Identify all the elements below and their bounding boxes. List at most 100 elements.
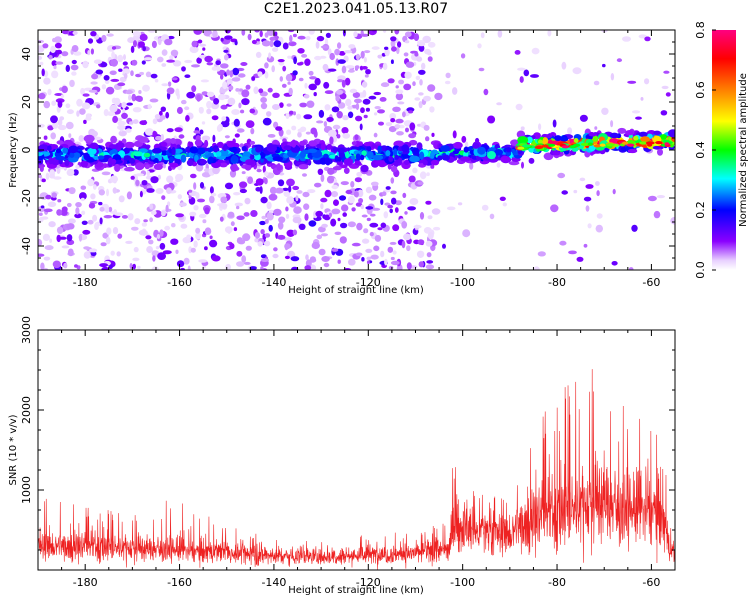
spectrogram-cell-688 bbox=[83, 246, 90, 250]
spectrogram-cell-2723 bbox=[655, 141, 663, 145]
spectrogram-cell-1103 bbox=[236, 215, 245, 221]
spectrogram-cell-2237 bbox=[143, 152, 151, 158]
spectrogram-cell-377 bbox=[573, 189, 578, 194]
spectrogram-cell-1236 bbox=[229, 243, 235, 250]
spectrogram-cell-1204 bbox=[337, 259, 341, 264]
spectrogram-cell-2708 bbox=[546, 143, 556, 147]
spectrogram-cell-2178 bbox=[351, 141, 357, 146]
spectrogram-cell-1177 bbox=[224, 226, 233, 234]
spectrogram-cell-1068 bbox=[232, 67, 240, 76]
spectrogram-cell-1002 bbox=[390, 190, 397, 195]
spectrogram-cell-1390 bbox=[49, 173, 55, 179]
spectrogram-cell-188 bbox=[287, 81, 291, 85]
spectrogram-cell-891 bbox=[314, 77, 321, 86]
spectrogram-cell-1440 bbox=[130, 70, 134, 77]
spectrogram-cell-2654 bbox=[609, 132, 620, 139]
spectrogram-cell-2213 bbox=[245, 159, 255, 166]
spectrogram-cell-1234 bbox=[308, 83, 318, 91]
spectrogram-xtick-label-1: -160 bbox=[167, 276, 192, 289]
spectrogram-cell-1430 bbox=[121, 112, 128, 119]
spectrogram-cell-2691 bbox=[625, 130, 634, 136]
spectrogram-cell-784 bbox=[348, 44, 356, 49]
spectrogram-cell-1070 bbox=[370, 254, 379, 260]
spectrogram-cell-984 bbox=[234, 133, 240, 138]
spectrogram-cell-1339 bbox=[258, 88, 264, 94]
spectrogram-cell-2744 bbox=[587, 142, 593, 146]
spectrogram-cell-940 bbox=[109, 104, 118, 113]
spectrogram-cell-97 bbox=[371, 46, 380, 50]
spectrogram-cell-1085 bbox=[50, 132, 56, 140]
spectrogram-cell-428 bbox=[442, 243, 446, 249]
spectrogram-cell-420 bbox=[365, 248, 373, 253]
spectrogram-cell-1456 bbox=[423, 124, 430, 131]
spectrogram-cell-1312 bbox=[341, 204, 349, 212]
spectrogram-cell-1069 bbox=[423, 95, 431, 102]
spectrogram-cell-575 bbox=[117, 120, 126, 126]
spectrogram-cell-1145 bbox=[60, 209, 68, 216]
spectrogram-cell-1428 bbox=[171, 77, 178, 81]
spectrogram-cell-681 bbox=[101, 84, 107, 90]
spectrogram-cell-593 bbox=[150, 210, 157, 215]
spectrogram-cell-656 bbox=[63, 262, 68, 269]
spectrogram-cell-168 bbox=[387, 246, 394, 253]
spectrogram-cell-554 bbox=[51, 192, 57, 198]
snr-xtick-label-6: -60 bbox=[642, 576, 660, 589]
spectrogram-cell-526 bbox=[499, 196, 506, 201]
colorbar: 0.0 0.2 0.4 0.6 0.8 Normalized spectral ampl… bbox=[694, 21, 749, 279]
spectrogram-cell-822 bbox=[132, 257, 140, 262]
spectrogram-cell-191 bbox=[129, 263, 133, 270]
spectrogram-cell-461 bbox=[351, 207, 356, 212]
spectrogram-cell-200 bbox=[497, 30, 503, 38]
spectrogram-cell-1820 bbox=[123, 166, 135, 172]
spectrogram-cell-497 bbox=[80, 185, 87, 190]
spectrogram-cell-1421 bbox=[249, 140, 256, 145]
spectrogram-cell-2181 bbox=[68, 145, 79, 154]
spectrogram-cell-724 bbox=[360, 107, 365, 114]
spectrogram-cell-309 bbox=[105, 236, 111, 245]
spectrogram-cell-566 bbox=[269, 40, 274, 48]
spectrogram-cell-1137 bbox=[361, 81, 368, 88]
spectrogram-cell-978 bbox=[287, 55, 292, 59]
spectrogram-cell-1091 bbox=[95, 69, 104, 75]
spectrogram-cell-1454 bbox=[260, 266, 264, 270]
spectrogram-cell-694 bbox=[374, 106, 381, 110]
spectrogram-cell-785 bbox=[279, 76, 283, 82]
spectrogram-cell-797 bbox=[392, 250, 397, 255]
spectrogram-cell-1265 bbox=[288, 87, 293, 96]
spectrogram-cell-698 bbox=[204, 207, 210, 215]
spectrogram-cell-1124 bbox=[219, 202, 228, 209]
spectrogram-cell-527 bbox=[308, 30, 315, 35]
spectrogram-cell-172 bbox=[98, 201, 103, 206]
spectrogram-cell-833 bbox=[263, 171, 269, 177]
snr-xtick-label-0: -180 bbox=[73, 576, 98, 589]
spectrogram-cell-1038 bbox=[188, 189, 193, 193]
spectrogram-cell-890 bbox=[293, 111, 296, 116]
spectrogram-cell-1352 bbox=[43, 208, 53, 213]
spectrogram-cell-1345 bbox=[320, 45, 330, 49]
spectrogram-cell-767 bbox=[181, 99, 187, 105]
spectrogram-cell-1321 bbox=[257, 241, 263, 247]
spectrogram-cell-801 bbox=[159, 229, 164, 237]
spectrogram-cell-748 bbox=[390, 36, 397, 42]
spectrogram-cell-310 bbox=[90, 81, 98, 85]
spectrogram-cell-564 bbox=[401, 221, 408, 229]
spectrogram-cell-1178 bbox=[193, 205, 199, 211]
spectrogram-cell-923 bbox=[306, 100, 315, 108]
spectrogram-cell-806 bbox=[286, 103, 292, 107]
spectrogram-cell-250 bbox=[106, 111, 116, 116]
spectrogram-cell-1295 bbox=[108, 264, 113, 270]
spectrogram-cell-1436 bbox=[363, 57, 367, 63]
spectrogram-cell-474 bbox=[92, 184, 97, 190]
spectrogram-cell-1397 bbox=[326, 117, 334, 122]
spectrogram-cell-457 bbox=[171, 223, 176, 228]
spectrogram-cell-1200 bbox=[360, 33, 370, 37]
spectrogram-cell-2186 bbox=[244, 163, 252, 171]
spectrogram-cell-1429 bbox=[133, 40, 137, 48]
spectrogram-cell-1338 bbox=[43, 135, 48, 140]
spectrogram-cell-308 bbox=[108, 206, 113, 213]
spectrogram-cell-1015 bbox=[177, 194, 182, 200]
spectrogram-cell-556 bbox=[660, 110, 668, 116]
spectrogram-cell-1393 bbox=[164, 38, 173, 46]
spectrogram-cell-562 bbox=[157, 37, 162, 46]
spectrogram-cell-1472 bbox=[220, 63, 229, 69]
